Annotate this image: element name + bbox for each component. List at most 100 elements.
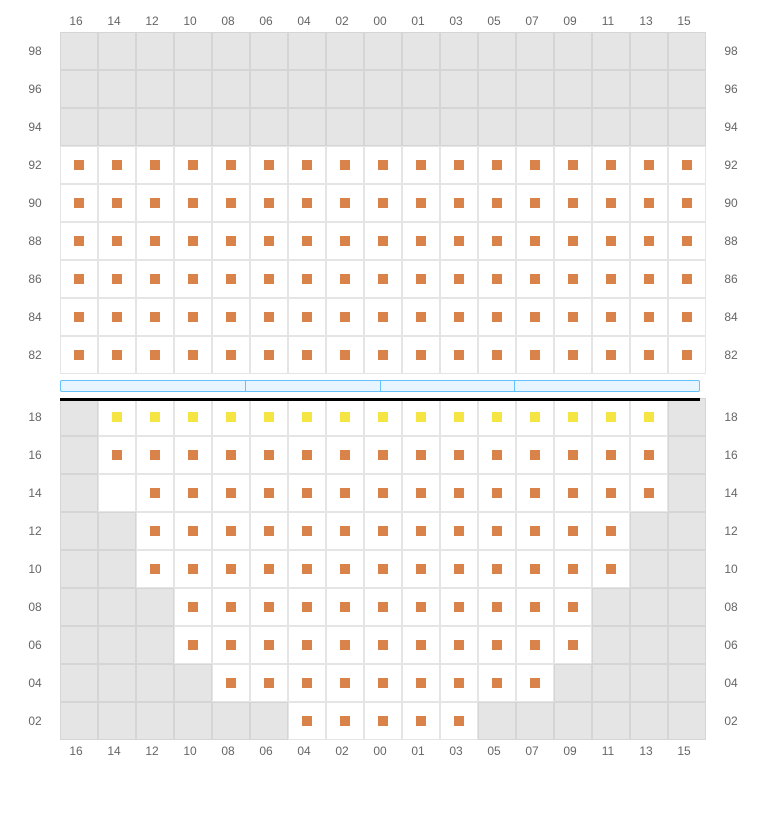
seat-cell[interactable] <box>364 336 402 374</box>
seat-cell[interactable] <box>402 336 440 374</box>
seat-cell[interactable] <box>288 146 326 184</box>
seat-cell[interactable] <box>516 512 554 550</box>
seat-cell[interactable] <box>554 184 592 222</box>
seat-cell[interactable] <box>516 550 554 588</box>
seat-cell[interactable] <box>288 298 326 336</box>
seat-cell[interactable] <box>592 298 630 336</box>
seat-cell[interactable] <box>212 436 250 474</box>
seat-cell[interactable] <box>174 184 212 222</box>
seat-cell[interactable] <box>250 436 288 474</box>
seat-cell[interactable] <box>364 298 402 336</box>
seat-cell[interactable] <box>60 260 98 298</box>
seat-cell[interactable] <box>402 588 440 626</box>
seat-cell[interactable] <box>592 336 630 374</box>
seat-cell[interactable] <box>592 398 630 436</box>
seat-cell[interactable] <box>402 146 440 184</box>
seat-cell[interactable] <box>516 336 554 374</box>
seat-cell[interactable] <box>250 664 288 702</box>
seat-cell[interactable] <box>98 184 136 222</box>
seat-cell[interactable] <box>630 260 668 298</box>
seat-cell[interactable] <box>440 146 478 184</box>
seat-cell[interactable] <box>174 222 212 260</box>
seat-cell[interactable] <box>440 336 478 374</box>
seat-cell[interactable] <box>326 588 364 626</box>
seat-cell[interactable] <box>250 260 288 298</box>
seat-cell[interactable] <box>60 298 98 336</box>
seat-cell[interactable] <box>592 436 630 474</box>
seat-cell[interactable] <box>212 222 250 260</box>
seat-cell[interactable] <box>668 184 706 222</box>
seat-cell[interactable] <box>212 512 250 550</box>
seat-cell[interactable] <box>364 398 402 436</box>
seat-cell[interactable] <box>136 184 174 222</box>
seat-cell[interactable] <box>402 626 440 664</box>
seat-cell[interactable] <box>326 474 364 512</box>
seat-cell[interactable] <box>554 260 592 298</box>
seat-cell[interactable] <box>364 664 402 702</box>
seat-cell[interactable] <box>516 626 554 664</box>
seat-cell[interactable] <box>478 260 516 298</box>
seat-cell[interactable] <box>212 398 250 436</box>
seat-cell[interactable] <box>364 702 402 740</box>
seat-cell[interactable] <box>288 512 326 550</box>
seat-cell[interactable] <box>478 146 516 184</box>
seat-cell[interactable] <box>174 512 212 550</box>
seat-cell[interactable] <box>516 146 554 184</box>
seat-cell[interactable] <box>98 222 136 260</box>
seat-cell[interactable] <box>326 260 364 298</box>
seat-cell[interactable] <box>288 550 326 588</box>
seat-cell[interactable] <box>136 436 174 474</box>
seat-cell[interactable] <box>440 664 478 702</box>
seat-cell[interactable] <box>554 222 592 260</box>
seat-cell[interactable] <box>364 222 402 260</box>
seat-cell[interactable] <box>326 550 364 588</box>
seat-cell[interactable] <box>326 664 364 702</box>
seat-cell[interactable] <box>630 298 668 336</box>
seat-cell[interactable] <box>668 336 706 374</box>
seat-cell[interactable] <box>364 146 402 184</box>
seat-cell[interactable] <box>554 146 592 184</box>
seat-cell[interactable] <box>516 298 554 336</box>
seat-cell[interactable] <box>364 260 402 298</box>
seat-cell[interactable] <box>554 398 592 436</box>
seat-cell[interactable] <box>402 184 440 222</box>
seat-cell[interactable] <box>440 184 478 222</box>
seat-cell[interactable] <box>402 702 440 740</box>
seat-cell[interactable] <box>288 184 326 222</box>
seat-cell[interactable] <box>668 146 706 184</box>
seat-cell[interactable] <box>554 550 592 588</box>
seat-cell[interactable] <box>516 398 554 436</box>
seat-cell[interactable] <box>440 512 478 550</box>
seat-cell[interactable] <box>402 474 440 512</box>
seat-cell[interactable] <box>402 550 440 588</box>
seat-cell[interactable] <box>250 512 288 550</box>
seat-cell[interactable] <box>554 336 592 374</box>
seat-cell[interactable] <box>98 436 136 474</box>
seat-cell[interactable] <box>212 184 250 222</box>
seat-cell[interactable] <box>250 336 288 374</box>
seat-cell[interactable] <box>516 436 554 474</box>
seat-cell[interactable] <box>136 398 174 436</box>
seat-cell[interactable] <box>478 298 516 336</box>
seat-cell[interactable] <box>478 436 516 474</box>
seat-cell[interactable] <box>630 474 668 512</box>
seat-cell[interactable] <box>136 298 174 336</box>
seat-cell[interactable] <box>440 474 478 512</box>
seat-cell[interactable] <box>630 436 668 474</box>
seat-cell[interactable] <box>516 184 554 222</box>
seat-cell[interactable] <box>478 398 516 436</box>
seat-cell[interactable] <box>212 260 250 298</box>
seat-cell[interactable] <box>402 298 440 336</box>
seat-cell[interactable] <box>98 398 136 436</box>
seat-cell[interactable] <box>326 222 364 260</box>
seat-cell[interactable] <box>364 512 402 550</box>
seat-cell[interactable] <box>288 398 326 436</box>
seat-cell[interactable] <box>136 336 174 374</box>
seat-cell[interactable] <box>516 222 554 260</box>
seat-cell[interactable] <box>326 184 364 222</box>
seat-cell[interactable] <box>630 336 668 374</box>
seat-cell[interactable] <box>326 398 364 436</box>
seat-cell[interactable] <box>554 512 592 550</box>
seat-cell[interactable] <box>402 512 440 550</box>
seat-cell[interactable] <box>364 550 402 588</box>
